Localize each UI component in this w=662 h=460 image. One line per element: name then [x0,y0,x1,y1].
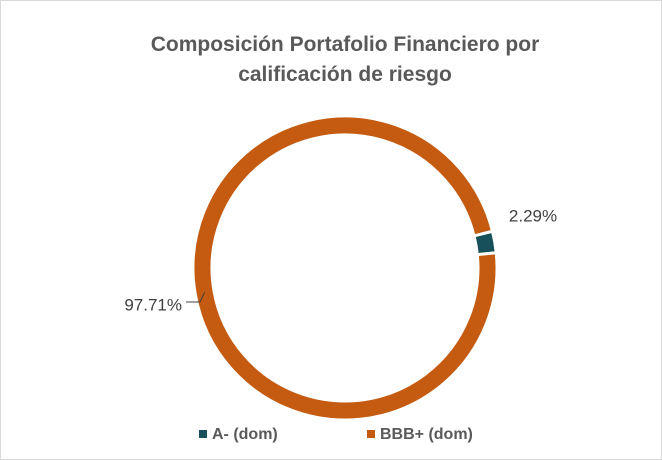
data-label: 97.71% [124,295,182,314]
leader-line [186,292,206,303]
legend-label: A- (dom) [212,426,278,443]
legend-swatch [199,430,207,438]
chart-title: Composición Portafolio Financiero por ca… [150,33,540,86]
donut-slice [191,114,499,422]
legend-swatch [367,430,375,438]
legend-label: BBB+ (dom) [380,426,473,443]
data-label: 2.29% [509,206,557,225]
